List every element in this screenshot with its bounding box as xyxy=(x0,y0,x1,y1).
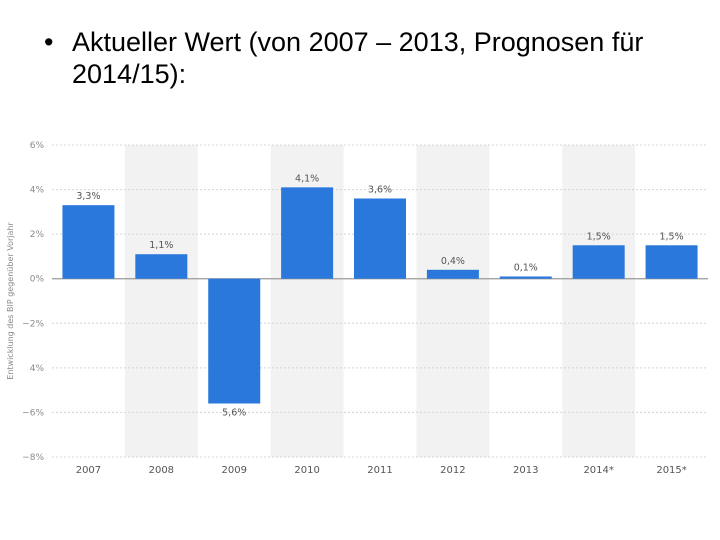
y-tick-label: −2% xyxy=(22,319,44,329)
bar xyxy=(572,245,625,279)
data-label: 1,5% xyxy=(587,231,611,242)
data-label: 1,5% xyxy=(659,231,683,242)
y-tick-label: 2% xyxy=(30,230,45,240)
bar xyxy=(135,254,188,279)
y-tick-label: 6% xyxy=(30,141,45,151)
y-tick-label: −6% xyxy=(22,408,44,418)
data-label: 0,1% xyxy=(514,262,538,273)
bar xyxy=(62,205,115,279)
bar xyxy=(208,278,261,404)
data-label: 0,4% xyxy=(441,256,465,267)
x-tick-label: 2013 xyxy=(513,465,538,476)
bullet-point: • xyxy=(44,27,54,57)
data-label: 3,3% xyxy=(76,191,100,202)
bar xyxy=(281,187,334,279)
title-text: Aktueller Wert (von 2007 – 2013, Prognos… xyxy=(72,27,644,89)
x-tick-label: 2009 xyxy=(221,465,246,476)
x-tick-label: 2011 xyxy=(367,465,392,476)
y-tick-label: 0% xyxy=(30,275,45,285)
y-axis-title: Entwicklung des BIP gegenüber Vorjahr xyxy=(6,222,15,380)
bar xyxy=(499,276,552,279)
x-tick-label: 2015* xyxy=(656,465,686,476)
data-label: 4,1% xyxy=(295,173,319,184)
bar xyxy=(645,245,698,279)
x-tick-label: 2010 xyxy=(294,465,319,476)
chart-band xyxy=(562,145,636,457)
data-label: 5,6% xyxy=(222,408,246,419)
data-label: 3,6% xyxy=(368,184,392,195)
chart-band xyxy=(124,145,198,457)
x-tick-label: 2012 xyxy=(440,465,465,476)
bar xyxy=(354,198,406,279)
bar-chart: 6% 4% 2% 0% −2% 4% −6% −8% Entwicklung des BIP g… xyxy=(6,141,708,476)
y-tick-label: −8% xyxy=(22,453,44,463)
x-tick-label: 2007 xyxy=(76,465,101,476)
x-tick-label: 2014* xyxy=(583,465,613,476)
bar xyxy=(426,269,479,279)
chart-band xyxy=(416,145,490,457)
data-label: 1,1% xyxy=(149,240,173,251)
x-tick-label: 2008 xyxy=(149,465,174,476)
y-tick-label: 4% xyxy=(30,364,45,374)
y-tick-label: 4% xyxy=(30,186,45,196)
